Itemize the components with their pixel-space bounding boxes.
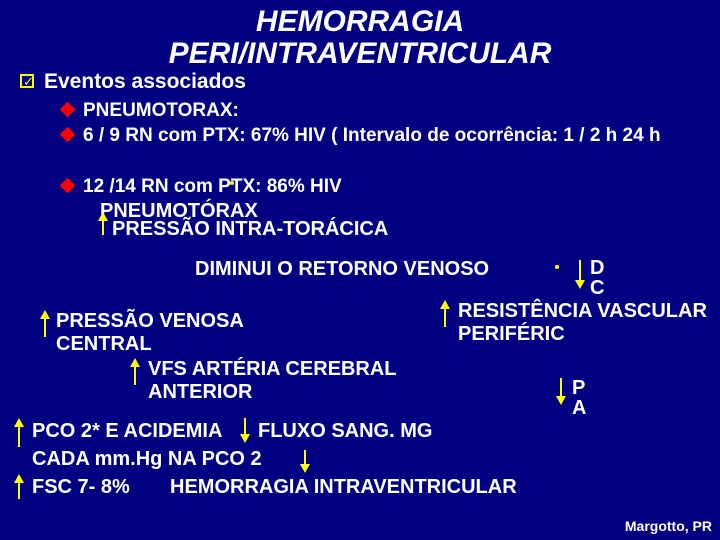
flow-line-2: DIMINUI O RETORNO VENOSO: [195, 258, 489, 281]
arrow-up-icon: [440, 300, 450, 309]
arrow-up-icon: [14, 418, 24, 427]
arrow-up-icon: [40, 310, 50, 319]
bullet-text: 12 /14 RN com PTX: 86% HIV: [83, 176, 342, 197]
check-mark-icon: ✓: [23, 74, 34, 90]
flow-line-4: RESISTÊNCIA VASCULAR PERIFÉRIC: [458, 300, 720, 346]
bullet-item-1: PNEUMOTORAX:: [60, 100, 239, 123]
arrow-up-icon: [14, 474, 24, 483]
slide-title: HEMORRAGIA PERI/INTRAVENTRICULAR: [0, 6, 720, 69]
bullet-item-3: 12 /14 RN com PTX: 86% HIV: [60, 176, 342, 199]
checkbox-icon: ✓: [20, 74, 34, 88]
flow-line-8: CADA mm.Hg NA PCO 2: [32, 448, 262, 471]
flow-line-1b: PRESSÃO INTRA-TORÁCICA: [112, 218, 388, 241]
footer-author: Margotto, PR: [625, 518, 712, 534]
flow-line-3: PRESSÃO VENOSA CENTRAL: [56, 310, 276, 356]
dc-label: D C: [590, 258, 604, 298]
flow-line-6: PCO 2* E ACIDEMIA: [32, 420, 222, 443]
diamond-icon: [60, 178, 76, 194]
bullet-text: 6 / 9 RN com PTX: 67% HIV ( Intervalo de…: [83, 125, 661, 146]
arrow-up-icon: [130, 358, 140, 367]
dot-icon: [230, 181, 234, 185]
diamond-icon: [60, 102, 76, 118]
flow-line-10: HEMORRAGIA INTRAVENTRICULAR: [170, 476, 517, 499]
diamond-icon: [60, 127, 76, 143]
arrow-up-icon: [98, 212, 108, 221]
flow-line-5: VFS ARTÉRIA CEREBRAL ANTERIOR: [148, 358, 428, 404]
flow-line-9: FSC 7- 8%: [32, 476, 130, 499]
subheading: Eventos associados: [44, 70, 246, 94]
pa-label: P A: [572, 378, 586, 418]
bullet-item-2: 6 / 9 RN com PTX: 67% HIV ( Intervalo de…: [60, 125, 720, 148]
bullet-text: PNEUMOTORAX:: [83, 100, 239, 121]
dot-icon: [555, 265, 559, 269]
flow-line-7: FLUXO SANG. MG: [258, 420, 432, 443]
